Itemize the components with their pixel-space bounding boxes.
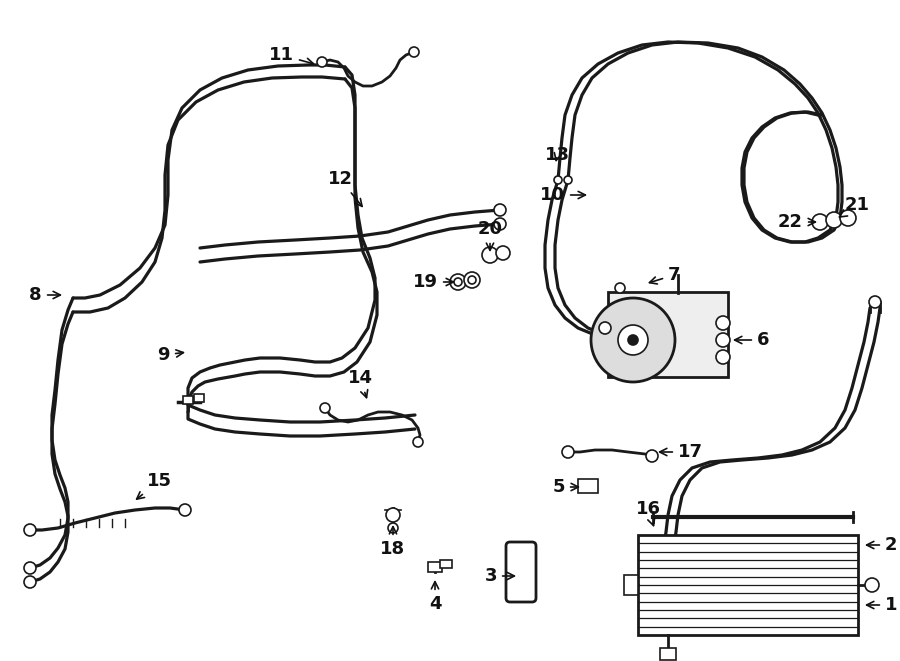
Circle shape bbox=[496, 246, 510, 260]
Circle shape bbox=[716, 350, 730, 364]
Text: 10: 10 bbox=[540, 186, 585, 204]
Bar bbox=[183, 396, 193, 404]
Circle shape bbox=[24, 524, 36, 536]
Circle shape bbox=[388, 523, 398, 533]
Text: 17: 17 bbox=[660, 443, 703, 461]
Text: 3: 3 bbox=[484, 567, 515, 585]
Circle shape bbox=[413, 437, 423, 447]
Text: 6: 6 bbox=[734, 331, 770, 349]
Circle shape bbox=[716, 333, 730, 347]
FancyBboxPatch shape bbox=[506, 542, 536, 602]
Circle shape bbox=[840, 210, 856, 226]
Bar bbox=[608, 292, 728, 377]
Text: 19: 19 bbox=[413, 273, 454, 291]
Text: 5: 5 bbox=[553, 478, 579, 496]
Circle shape bbox=[564, 176, 572, 184]
Circle shape bbox=[865, 578, 879, 592]
Text: 14: 14 bbox=[347, 369, 373, 398]
Circle shape bbox=[618, 325, 648, 355]
Circle shape bbox=[450, 274, 466, 290]
Circle shape bbox=[554, 176, 562, 184]
Bar bbox=[578, 479, 598, 493]
Bar bbox=[660, 648, 676, 660]
Circle shape bbox=[482, 247, 498, 263]
Text: 9: 9 bbox=[158, 346, 184, 364]
Circle shape bbox=[494, 204, 506, 216]
Circle shape bbox=[646, 450, 658, 462]
Text: 20: 20 bbox=[478, 220, 502, 251]
Circle shape bbox=[826, 212, 842, 228]
Circle shape bbox=[591, 298, 675, 382]
Text: 18: 18 bbox=[381, 527, 406, 558]
Circle shape bbox=[24, 562, 36, 574]
Circle shape bbox=[320, 403, 330, 413]
Text: 11: 11 bbox=[269, 46, 313, 65]
Circle shape bbox=[562, 446, 574, 458]
Circle shape bbox=[24, 576, 36, 588]
Circle shape bbox=[494, 218, 506, 230]
Circle shape bbox=[716, 316, 730, 330]
Circle shape bbox=[628, 335, 638, 345]
Circle shape bbox=[468, 276, 476, 284]
Circle shape bbox=[409, 47, 419, 57]
Circle shape bbox=[615, 283, 625, 293]
Text: 12: 12 bbox=[328, 170, 362, 206]
Bar bbox=[638, 535, 858, 635]
Text: 4: 4 bbox=[428, 582, 441, 613]
Circle shape bbox=[869, 296, 881, 308]
Circle shape bbox=[599, 322, 611, 334]
Bar bbox=[624, 575, 638, 595]
Text: 7: 7 bbox=[650, 266, 680, 284]
Bar bbox=[440, 560, 452, 568]
Text: 8: 8 bbox=[30, 286, 60, 304]
Text: 22: 22 bbox=[778, 213, 815, 231]
Circle shape bbox=[317, 57, 327, 67]
Circle shape bbox=[179, 504, 191, 516]
Circle shape bbox=[454, 278, 462, 286]
Text: 1: 1 bbox=[867, 596, 897, 614]
Circle shape bbox=[464, 272, 480, 288]
Text: 21: 21 bbox=[840, 196, 870, 217]
Bar bbox=[428, 562, 442, 572]
Text: 2: 2 bbox=[867, 536, 897, 554]
Text: 13: 13 bbox=[545, 146, 570, 164]
Text: 16: 16 bbox=[635, 500, 661, 525]
Circle shape bbox=[386, 508, 400, 522]
Bar bbox=[194, 394, 204, 402]
Circle shape bbox=[812, 214, 828, 230]
Text: 15: 15 bbox=[137, 472, 172, 499]
